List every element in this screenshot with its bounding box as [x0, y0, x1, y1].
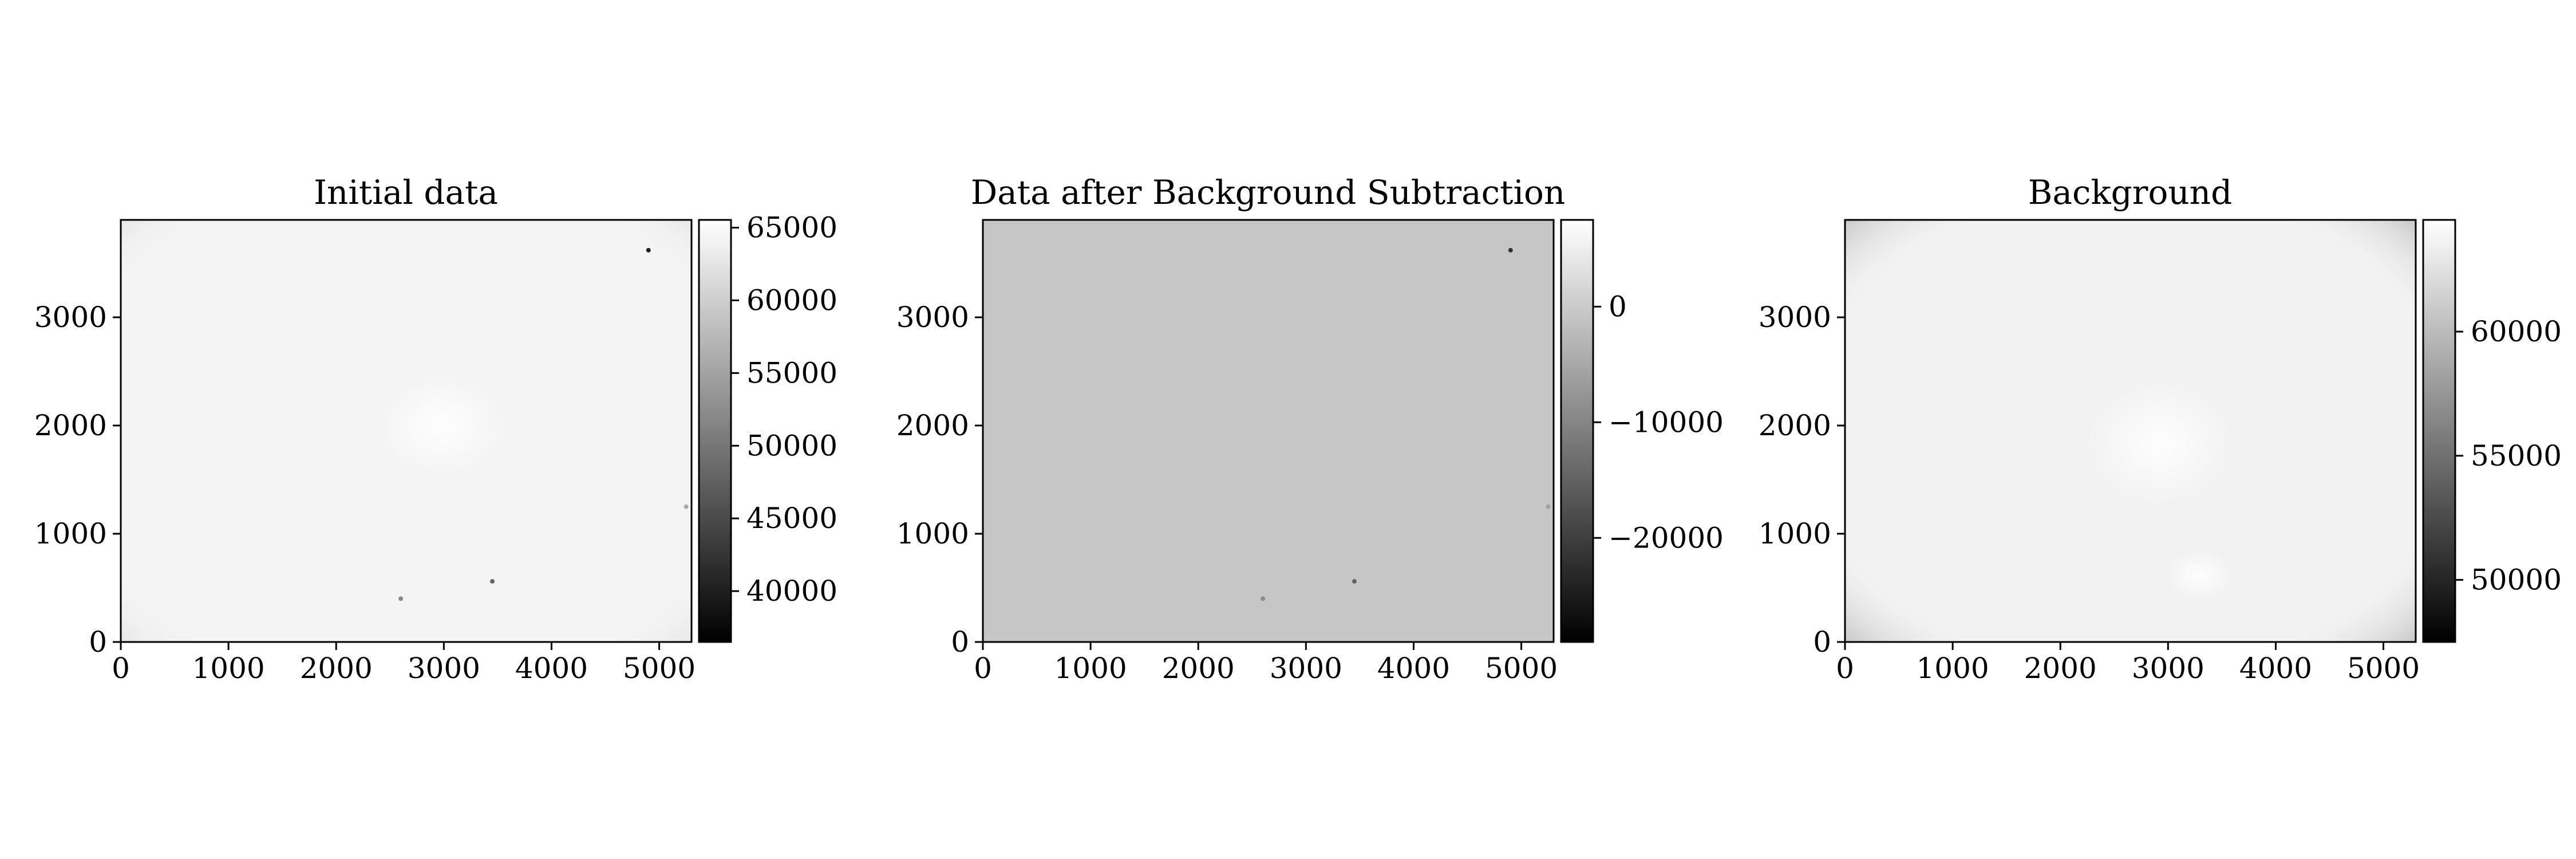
image-frame [1844, 219, 2417, 643]
colorbar-tick-label: −20000 [1609, 521, 1724, 554]
y-tick-label: 0 [89, 625, 107, 659]
colorbar-tick-label: 50000 [2471, 564, 2562, 597]
image-bright-region [2166, 549, 2234, 601]
image-axes: 0 1000 2000 3000 4000 5000 0 1000 2000 3000 [1759, 219, 2420, 685]
x-tick-label: 5000 [623, 652, 696, 685]
x-tick-label: 0 [1836, 652, 1854, 685]
x-axis: 0 1000 2000 3000 4000 5000 [974, 642, 1558, 685]
x-tick-label: 2000 [1162, 652, 1235, 685]
colorbar-tick-label: 60000 [2471, 315, 2562, 348]
x-tick-label: 0 [112, 652, 130, 685]
x-tick-label: 4000 [515, 652, 588, 685]
panel-background: Background 0 1000 2000 3000 4000 5000 0 1000 20… [1759, 173, 2562, 685]
panel-initial-data: Initial data 0 1000 2000 3000 4000 5000 0 1000… [34, 173, 837, 685]
colorbar-ticks: 0 −10000 −20000 [1593, 290, 1724, 554]
panel-title: Data after Background Subtraction [971, 173, 1566, 212]
y-tick-label: 0 [1813, 625, 1831, 659]
image-feature [683, 504, 689, 509]
colorbar-ticks: 50000 55000 60000 [2455, 315, 2562, 597]
x-tick-label: 5000 [2347, 652, 2420, 685]
colorbar-tick-label: 55000 [2471, 439, 2562, 472]
x-tick-label: 2000 [2024, 652, 2097, 685]
x-tick-label: 1000 [1054, 652, 1127, 685]
colorbar-gradient [1560, 219, 1594, 643]
x-tick-label: 5000 [1485, 652, 1558, 685]
image-feature [646, 247, 651, 253]
image-feature [489, 579, 495, 584]
colorbar-gradient [698, 219, 732, 643]
y-tick-label: 2000 [1759, 409, 1831, 442]
x-tick-label: 1000 [1916, 652, 1989, 685]
image-features [398, 247, 689, 601]
y-axis: 0 1000 2000 3000 [896, 301, 983, 659]
x-tick-label: 1000 [192, 652, 264, 685]
x-tick-label: 3000 [2132, 652, 2204, 685]
image-frame [982, 219, 1555, 643]
y-tick-label: 3000 [896, 301, 969, 334]
x-tick-label: 0 [974, 652, 992, 685]
colorbar-tick-label: −10000 [1609, 405, 1724, 439]
y-tick-label: 2000 [896, 409, 969, 442]
image-bright-region [378, 377, 504, 475]
x-tick-label: 4000 [2239, 652, 2312, 685]
colorbar-tick-label: 50000 [746, 429, 837, 462]
x-tick-label: 2000 [300, 652, 373, 685]
y-tick-label: 2000 [34, 409, 107, 442]
colorbar: 0 −10000 −20000 [1560, 219, 1724, 643]
colorbar-tick-label: 65000 [746, 211, 837, 245]
y-tick-label: 3000 [1759, 301, 1831, 334]
panel-background-subtracted: Data after Background Subtraction 0 1000 2… [896, 173, 1724, 685]
image-feature [1546, 504, 1551, 509]
panel-title: Initial data [314, 173, 498, 212]
image-feature [1352, 579, 1357, 584]
x-axis: 0 1000 2000 3000 4000 5000 [112, 642, 696, 685]
y-tick-label: 1000 [34, 517, 107, 550]
colorbar-tick-label: 60000 [746, 283, 837, 317]
image-background [983, 220, 1554, 642]
x-tick-label: 3000 [1270, 652, 1342, 685]
y-tick-label: 1000 [896, 517, 969, 550]
image-axes: 0 1000 2000 3000 4000 5000 0 1000 2000 3000 [34, 219, 696, 685]
y-axis: 0 1000 2000 3000 [34, 301, 121, 659]
colorbar: 40000 45000 50000 55000 60000 65000 [698, 211, 837, 643]
image-feature [1261, 596, 1266, 601]
x-axis: 0 1000 2000 3000 4000 5000 [1836, 642, 2420, 685]
colorbar-tick-label: 55000 [746, 356, 837, 389]
image-feature [398, 596, 404, 601]
image-frame [120, 219, 693, 643]
image-features [1261, 247, 1551, 601]
colorbar-tick-label: 45000 [746, 502, 837, 535]
image-axes: 0 1000 2000 3000 4000 5000 0 1000 2000 3000 [896, 219, 1558, 685]
x-tick-label: 4000 [1377, 652, 1450, 685]
y-tick-label: 0 [951, 625, 969, 659]
x-tick-label: 3000 [408, 652, 480, 685]
colorbar-ticks: 40000 45000 50000 55000 60000 65000 [731, 211, 837, 608]
panel-title: Background [2028, 173, 2232, 212]
y-tick-label: 1000 [1759, 517, 1831, 550]
y-tick-label: 3000 [34, 301, 107, 334]
colorbar-gradient [2422, 219, 2456, 643]
colorbar: 50000 55000 60000 [2422, 219, 2562, 643]
colorbar-tick-label: 0 [1609, 290, 1627, 323]
y-axis: 0 1000 2000 3000 [1759, 301, 1845, 659]
image-feature [1508, 247, 1513, 253]
colorbar-tick-label: 40000 [746, 574, 837, 608]
image-bright-region [2085, 380, 2234, 506]
